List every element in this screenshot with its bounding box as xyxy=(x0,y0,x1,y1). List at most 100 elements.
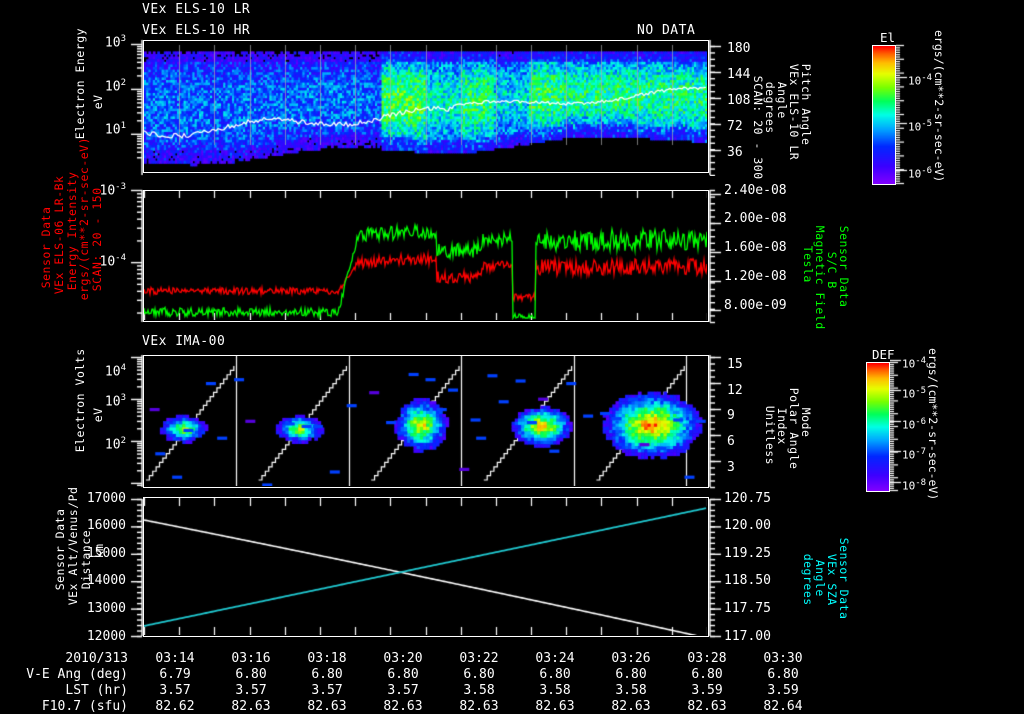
panel2-rtick-1: 2.00e-08 xyxy=(724,211,787,226)
bottom-table-cell: 03:26 xyxy=(611,651,651,666)
panel1-ytick-1: 101 xyxy=(104,121,126,138)
panel1-rtick-180: 180 xyxy=(727,41,751,56)
panel4-rtick-1: 120.00 xyxy=(724,518,771,533)
panel4-right-unit: degrees xyxy=(801,553,816,606)
panel2-rtick-0: 2.40e-08 xyxy=(724,183,787,198)
bottom-table-cell: 82.63 xyxy=(383,699,423,714)
bottom-table-cell: 3.59 xyxy=(767,683,799,698)
bottom-table-row-label-1: V-E Ang (deg) xyxy=(26,667,128,682)
panel2-frame xyxy=(143,190,709,322)
panel3-ytick-3: 103 xyxy=(104,393,126,410)
bottom-table-cell: 6.80 xyxy=(235,667,267,682)
bottom-table-cell: 03:28 xyxy=(687,651,727,666)
panel4-ytick-3: 14000 xyxy=(86,573,126,588)
panel1-rtick-108: 108 xyxy=(727,93,751,108)
panel4-rtick-2: 119.25 xyxy=(724,546,771,561)
panel4-ytick-2: 15000 xyxy=(86,546,126,561)
panel4-right-sensor-data: Sensor Data xyxy=(837,537,852,620)
el-colorbar-unit: ergs/(cm**2-sr-sec-eV) xyxy=(932,30,946,183)
panel3-right-ticks xyxy=(709,351,725,491)
panel4-left-ticks xyxy=(127,493,143,641)
panel4-right-quantity: Angle xyxy=(813,559,828,597)
panel1-right-axis-quantity: Angle xyxy=(775,81,790,119)
bottom-table-cell: 82.63 xyxy=(231,699,271,714)
panel3-title: VEx IMA-00 xyxy=(142,334,226,349)
bottom-table-cell: 03:20 xyxy=(383,651,423,666)
panel1-ytick-2: 102 xyxy=(104,78,126,95)
panel4-right-instrument: VEx SZA xyxy=(825,553,840,606)
bottom-table-cell: 3.59 xyxy=(691,683,723,698)
def-colorbar-tick-0: 10-4 xyxy=(902,356,927,371)
panel3-spectrogram-canvas xyxy=(144,356,707,486)
panel1-right-axis-sensor: VEx ELS-10 LR xyxy=(787,63,802,161)
panel4-lines-canvas xyxy=(144,498,707,635)
bottom-table-cell: 03:18 xyxy=(307,651,347,666)
bottom-table-cell: 3.57 xyxy=(311,683,343,698)
bottom-table-cell: 82.63 xyxy=(687,699,727,714)
bottom-table-cell: 03:30 xyxy=(763,651,803,666)
panel1-right-axis-title: Pitch Angle xyxy=(799,63,814,146)
panel4-ytick-0: 17000 xyxy=(86,491,126,506)
panel4-ytick-1: 16000 xyxy=(86,518,126,533)
def-colorbar-tick-4: 10-8 xyxy=(902,478,927,493)
el-colorbar-tick-1: 10-5 xyxy=(908,119,933,134)
panel1-title-hr: VEx ELS-10 HR xyxy=(142,23,251,38)
panel1-right-axis-scan: SCAN: 20 - 300 xyxy=(751,75,766,180)
def-colorbar-tick-3: 10-7 xyxy=(902,447,927,462)
el-colorbar-ticks xyxy=(896,41,910,187)
panel4-right-ticks xyxy=(709,493,725,641)
panel2-right-sensor-data: Sensor Data xyxy=(837,225,852,308)
bottom-table-cell: 03:22 xyxy=(459,651,499,666)
panel3-right-index: Index xyxy=(775,407,790,445)
el-colorbar xyxy=(872,45,896,185)
panel4-ytick-5: 12000 xyxy=(86,629,126,644)
panel4-rtick-4: 117.75 xyxy=(724,601,771,616)
panel2-right-source: S/C B xyxy=(825,251,840,289)
panel3-right-unit: Unitless xyxy=(763,405,778,466)
bottom-table-row-label-0: 2010/313 xyxy=(65,651,128,666)
panel3-rtick-6: 6 xyxy=(727,434,735,449)
panel1-no-data-label: NO DATA xyxy=(637,23,696,38)
bottom-table-cell: 82.63 xyxy=(459,699,499,714)
panel1-right-axis-unit: degrees xyxy=(763,81,778,134)
bottom-table-cell: 6.80 xyxy=(387,667,419,682)
panel1-spectrogram-canvas xyxy=(144,41,707,171)
panel2-rtick-2: 1.60e-08 xyxy=(724,240,787,255)
panel2-rtick-3: 1.20e-08 xyxy=(724,269,787,284)
el-colorbar-tick-0: 10-4 xyxy=(908,73,933,88)
panel2-lines-canvas xyxy=(144,191,707,320)
bottom-table-cell: 82.63 xyxy=(307,699,347,714)
panel4-rtick-5: 117.00 xyxy=(724,629,771,644)
panel1-rtick-72: 72 xyxy=(727,119,743,134)
bottom-table-cell: 03:14 xyxy=(155,651,195,666)
panel2-ytick-m4: 10-4 xyxy=(99,253,127,270)
panel2-right-quantity: Magnetic Field xyxy=(813,225,828,330)
panel3-rtick-15: 15 xyxy=(727,357,743,372)
panel1-rtick-36: 36 xyxy=(727,145,743,160)
panel3-rtick-3: 3 xyxy=(727,460,735,475)
bottom-table-cell: 6.80 xyxy=(539,667,571,682)
bottom-table-row-label-2: LST (hr) xyxy=(65,683,128,698)
panel3-ytick-4: 104 xyxy=(104,363,126,380)
bottom-table-cell: 82.63 xyxy=(535,699,575,714)
panel2-left-ticks xyxy=(127,186,143,326)
def-colorbar-unit: ergs/(cm**2-sr-sec-eV) xyxy=(926,348,940,501)
bottom-table-cell: 6.80 xyxy=(767,667,799,682)
bottom-table-cell: 03:24 xyxy=(535,651,575,666)
el-colorbar-title: El xyxy=(880,30,896,45)
panel3-rtick-9: 9 xyxy=(727,408,735,423)
def-colorbar-tick-1: 10-5 xyxy=(902,386,927,401)
def-colorbar-tick-2: 10-6 xyxy=(902,417,927,432)
bottom-table-cell: 3.58 xyxy=(463,683,495,698)
bottom-table-cell: 82.62 xyxy=(155,699,195,714)
def-colorbar-title: DEF xyxy=(872,347,895,362)
def-colorbar xyxy=(866,362,890,492)
panel2-right-unit: Tesla xyxy=(801,245,816,283)
bottom-table-row-label-3: F10.7 (sfu) xyxy=(41,699,128,714)
bottom-table-cell: 3.58 xyxy=(539,683,571,698)
bottom-table-cell: 6.80 xyxy=(615,667,647,682)
panel3-right-mode: Mode xyxy=(799,407,814,438)
bottom-table-cell: 6.80 xyxy=(311,667,343,682)
panel1-title-lr: VEx ELS-10 LR xyxy=(142,2,251,17)
